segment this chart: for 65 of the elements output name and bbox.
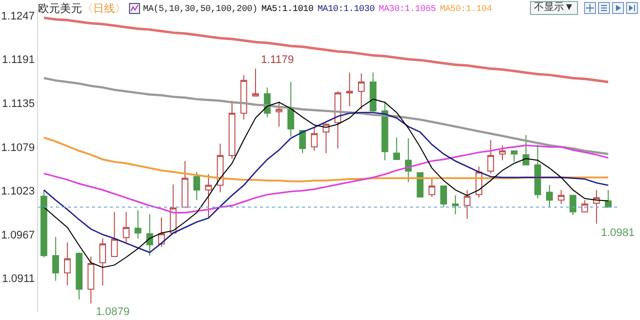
candlestick: [252, 68, 259, 97]
candlestick: [111, 211, 118, 257]
candlestick: [76, 252, 83, 300]
candlestick: [216, 143, 224, 193]
candlestick: [534, 144, 542, 200]
candlestick: [581, 200, 588, 212]
candlestick: [299, 130, 306, 154]
y-tick-label: 1.1247: [1, 10, 35, 22]
candlestick: [440, 186, 448, 208]
candlestick: [546, 184, 553, 208]
line-series: [42, 136, 610, 182]
candlestick: [487, 139, 494, 174]
candlestick: [358, 72, 365, 110]
candlestick: [240, 74, 248, 120]
candlestick: [381, 101, 388, 161]
candlestick: [499, 144, 506, 161]
candlestick: [593, 189, 600, 224]
candlestick: [193, 171, 200, 201]
candlestick: [99, 238, 106, 286]
text: MA5:1.1010: [261, 4, 314, 14]
annotation: 不显示▼: [530, 1, 578, 15]
text: MA50:1.104: [440, 4, 492, 14]
y-tick-label: 1.1023: [1, 186, 35, 198]
candlestick: [452, 194, 459, 215]
candlestick: [346, 72, 353, 107]
annotation: 1.0879: [96, 306, 130, 318]
candlestick: [464, 189, 471, 220]
candlestick: [370, 72, 376, 112]
annotation: 1.0981: [601, 227, 635, 239]
candlestick: [40, 189, 48, 258]
candlestick: [404, 138, 412, 183]
candlestick: [182, 160, 188, 208]
candlestick: [558, 189, 565, 205]
y-tick-label: 1.1079: [1, 142, 35, 154]
candlestick: [64, 242, 71, 286]
candlestick: [570, 194, 576, 216]
line-series: [42, 76, 610, 156]
candlestick: [52, 236, 60, 282]
candlestick: [287, 81, 294, 138]
candlestick: [522, 134, 530, 166]
candlestick: [510, 150, 518, 162]
chart-title: 欧元美元: [38, 2, 82, 16]
candlestick: [134, 210, 142, 239]
chart-subtitle: 〈日线〉: [82, 2, 126, 16]
candlestick: [122, 211, 130, 243]
line-series: [42, 16, 610, 84]
annotation: 1.1179: [261, 54, 294, 66]
candlestick: [310, 126, 318, 152]
candlestick: [322, 122, 330, 154]
line-series: [43, 144, 610, 214]
y-tick-label: 1.1135: [2, 98, 35, 110]
text: MA30:1.1065: [378, 4, 436, 14]
y-tick-label: 1.1191: [2, 54, 35, 66]
candlestick: [393, 137, 400, 160]
candlestick: [416, 172, 424, 198]
candlestick: [276, 101, 282, 128]
candlestick: [428, 178, 436, 198]
legend-title: MA(5,10,30,50,100,200): [143, 4, 258, 14]
y-tick-label: 1.0911: [2, 273, 35, 286]
candlestick: [146, 214, 154, 256]
candlestick: [88, 256, 94, 304]
text: MA10:1.1030: [317, 4, 375, 14]
candlestick: [205, 174, 212, 218]
y-tick-label: 1.0967: [1, 229, 35, 242]
candlestick: [158, 216, 165, 248]
